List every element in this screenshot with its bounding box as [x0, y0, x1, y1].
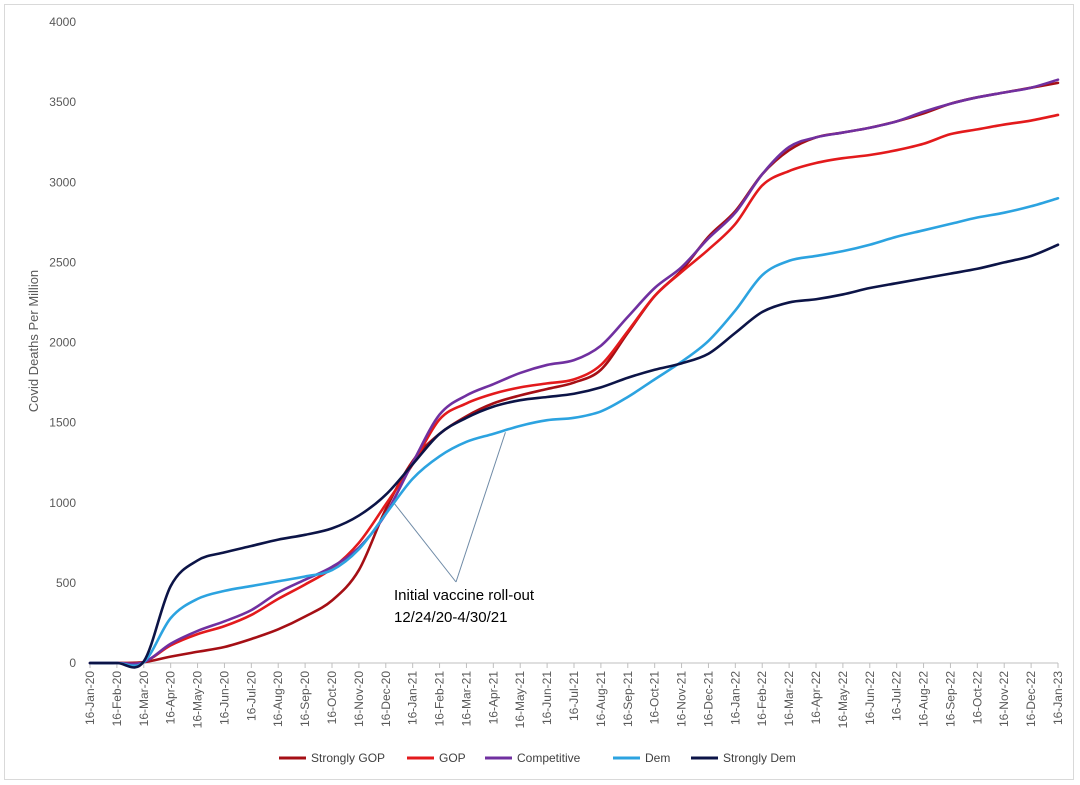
x-tick-label: 16-Jul-21: [567, 671, 581, 721]
y-tick-label: 1000: [49, 496, 76, 510]
y-axis: 0 500 1000 1500 2000 2500 3000 3500 4000: [49, 15, 76, 670]
x-tick-label: 16-Dec-22: [1024, 671, 1038, 727]
series-line: [88, 78, 1060, 666]
x-tick-label: 16-May-22: [836, 671, 850, 729]
x-tick-label: 16-Mar-20: [137, 671, 151, 727]
legend-label: Strongly Dem: [723, 751, 796, 765]
x-tick-label: 16-Feb-21: [433, 671, 447, 727]
x-tick-label: 16-Apr-21: [486, 671, 500, 725]
x-tick-label: 16-Sep-20: [298, 671, 312, 727]
annotation-line-2: 12/24/20-4/30/21: [394, 609, 507, 626]
annotation-line-1: Initial vaccine roll-out: [394, 587, 535, 604]
y-tick-label: 2500: [49, 255, 76, 269]
x-tick-label: 16-May-20: [191, 671, 205, 729]
legend-label: Strongly GOP: [311, 751, 385, 765]
x-tick-label: 16-Aug-21: [594, 671, 608, 727]
x-tick-label: 16-Apr-20: [164, 671, 178, 725]
y-tick-label: 0: [69, 656, 76, 670]
y-tick-label: 1500: [49, 416, 76, 430]
x-tick-label: 16-Sep-22: [943, 671, 957, 727]
x-tick-label: 16-Oct-20: [325, 671, 339, 725]
annotation-leader-line: [455, 432, 506, 583]
x-tick-label: 16-Dec-21: [701, 671, 715, 727]
annotation: Initial vaccine roll-out 12/24/20-4/30/2…: [394, 587, 535, 626]
x-tick-label: 16-Oct-22: [970, 671, 984, 725]
x-tick-label: 16-Aug-20: [271, 671, 285, 727]
x-tick-label: 16-Jul-22: [890, 671, 904, 721]
series-line: [88, 81, 1060, 665]
x-tick-label: 16-Jun-20: [217, 671, 231, 725]
series-line: [88, 196, 1060, 667]
y-tick-label: 3000: [49, 175, 76, 189]
x-tick-label: 16-Feb-20: [110, 671, 124, 727]
x-tick-label: 16-Jan-20: [83, 671, 97, 725]
legend-label: Competitive: [517, 751, 581, 765]
legend-label: Dem: [645, 751, 670, 765]
series-line: [88, 113, 1060, 666]
y-tick-label: 4000: [49, 15, 76, 29]
x-tick-label: 16-Jan-21: [406, 671, 420, 725]
x-tick-label: 16-Jan-22: [728, 671, 742, 725]
x-tick-label: 16-Sep-21: [621, 671, 635, 727]
annotation-leader-line: [392, 500, 457, 583]
x-axis: 16-Jan-20 16-Feb-20 16-Mar-20 16-Apr-20 16-M…: [83, 662, 1065, 729]
y-tick-label: 500: [56, 576, 76, 590]
x-tick-label: 16-Jan-23: [1051, 671, 1065, 725]
x-tick-label: 16-Mar-22: [782, 671, 796, 727]
x-tick-label: 16-Feb-22: [755, 671, 769, 727]
x-tick-label: 16-Nov-20: [352, 671, 366, 727]
x-tick-label: 16-Oct-21: [648, 671, 662, 725]
x-tick-label: 16-Nov-21: [675, 671, 689, 727]
x-tick-label: 16-Aug-22: [917, 671, 931, 727]
series-line: [88, 243, 1060, 669]
x-tick-label: 16-Dec-20: [379, 671, 393, 727]
x-tick-label: 16-Jun-22: [863, 671, 877, 725]
x-tick-label: 16-Nov-22: [997, 671, 1011, 727]
x-tick-label: 16-May-21: [513, 671, 527, 729]
y-axis-label: Covid Deaths Per Million: [26, 270, 41, 412]
plot-area: [88, 78, 1060, 669]
annotation-leader-lines: [392, 432, 506, 583]
x-tick-label: 16-Jul-20: [244, 671, 258, 721]
x-tick-label: 16-Mar-21: [459, 671, 473, 727]
x-tick-label: 16-Jun-21: [540, 671, 554, 725]
y-tick-label: 2000: [49, 336, 76, 350]
legend-label: GOP: [439, 751, 466, 765]
y-tick-label: 3500: [49, 95, 76, 109]
x-tick-label: 16-Apr-22: [809, 671, 823, 725]
legend: Strongly GOP GOP Competitive Dem Strongly De…: [279, 751, 796, 765]
